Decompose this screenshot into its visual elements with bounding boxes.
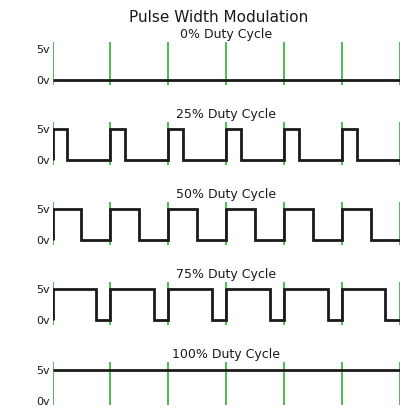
Title: 25% Duty Cycle: 25% Duty Cycle: [176, 108, 276, 121]
Title: 50% Duty Cycle: 50% Duty Cycle: [176, 188, 276, 201]
Title: 0% Duty Cycle: 0% Duty Cycle: [180, 28, 272, 41]
Title: 75% Duty Cycle: 75% Duty Cycle: [176, 268, 276, 281]
Title: 100% Duty Cycle: 100% Duty Cycle: [172, 348, 280, 361]
Text: Pulse Width Modulation: Pulse Width Modulation: [128, 10, 308, 25]
